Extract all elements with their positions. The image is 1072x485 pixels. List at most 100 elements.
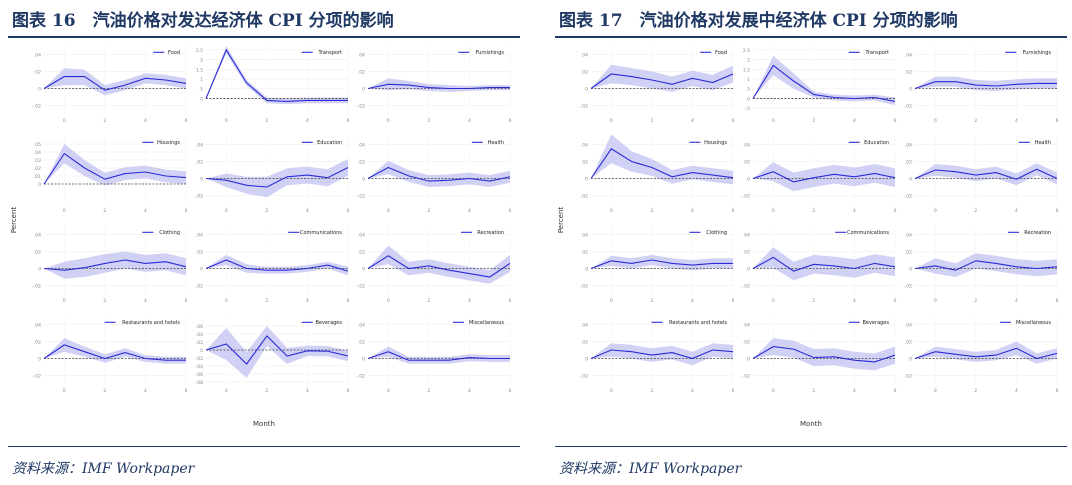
confidence-band [368, 160, 510, 187]
x-tick-label: 0 [387, 388, 390, 394]
y-tick-label: .04 [34, 150, 41, 156]
y-tick-label: .05 [34, 142, 41, 148]
confidence-band [753, 338, 895, 371]
y-tick-label: -.02 [741, 194, 750, 200]
x-tick-label: 2 [427, 208, 430, 214]
y-tick-label: .04 [743, 143, 750, 149]
legend-label: Housings [157, 140, 180, 146]
y-tick-label: 0 [585, 87, 588, 93]
series-line [914, 81, 1057, 90]
x-tick-label: 4 [306, 298, 309, 304]
x-tick-label: 0 [225, 298, 228, 304]
legend-label: Recreation [477, 230, 504, 236]
series-line [752, 64, 896, 102]
y-tick-label: .04 [358, 53, 365, 59]
x-tick-label: 0 [63, 388, 66, 394]
series-line [590, 259, 733, 270]
y-tick-label: -.02 [356, 284, 365, 290]
panel-clothing: .04 .02 0 -.02 0 2 4 6 Clothing [32, 226, 188, 304]
y-tick-label: 0 [38, 357, 41, 363]
series-line [205, 48, 348, 102]
x-tick-label: 4 [853, 208, 856, 214]
legend-label: Health [488, 140, 504, 146]
x-tick-label: 2 [650, 298, 653, 304]
y-tick-label: 1.5 [196, 67, 203, 73]
series-line [205, 259, 349, 272]
y-tick-label: 0 [362, 177, 365, 183]
x-tick-label: 0 [934, 388, 937, 394]
y-tick-label: -.02 [579, 104, 588, 110]
y-tick-label: .02 [743, 160, 750, 166]
x-tick-label: 0 [387, 298, 390, 304]
legend-label: Beverages [315, 320, 342, 326]
x-tick-label: 0 [610, 118, 613, 124]
series-line [43, 344, 186, 361]
x-tick-label: 6 [347, 118, 350, 124]
legend-label: Education [864, 140, 889, 146]
x-tick-label: 6 [509, 388, 512, 394]
confidence-band [44, 68, 186, 96]
panel-furnishings: .04 .02 0 -.02 0 2 4 6 Furnishings [356, 46, 512, 124]
legend-label: Clothing [159, 230, 180, 236]
x-tick-label: 2 [812, 298, 815, 304]
series-line [367, 166, 511, 182]
y-tick-label: -.02 [903, 104, 912, 110]
y-tick-label: -.02 [194, 194, 203, 200]
x-tick-label: 2 [974, 388, 977, 394]
x-tick-label: 2 [265, 388, 268, 394]
series-line [43, 76, 187, 91]
y-tick-label: -.02 [356, 104, 365, 110]
y-tick-label: .02 [581, 70, 588, 76]
x-tick-label: 2 [650, 388, 653, 394]
x-tick-label: 0 [610, 298, 613, 304]
series-line [752, 346, 896, 363]
y-tick-label: .5 [746, 87, 750, 93]
x-tick-label: 4 [306, 118, 309, 124]
confidence-band [206, 326, 348, 378]
x-tick-label: 4 [691, 118, 694, 124]
figure-advanced-economies: 图表 16 汽油价格对发达经济体 CPI 分项的影响 .04 .02 0 -.02 0 2… [0, 0, 525, 485]
x-tick-label: 6 [1056, 388, 1059, 394]
y-tick-label: .02 [743, 250, 750, 256]
x-tick-label: 6 [185, 298, 188, 304]
legend-label: Miscellaneous [469, 320, 504, 326]
y-tick-label: .02 [358, 70, 365, 76]
y-tick-label: 0 [909, 87, 912, 93]
x-tick-label: 0 [934, 118, 937, 124]
y-tick-label: .02 [34, 166, 41, 172]
x-tick-label: 2 [812, 118, 815, 124]
confidence-band [915, 76, 1057, 91]
y-tick-label: -.02 [356, 194, 365, 200]
y-tick-label: .04 [743, 323, 750, 329]
legend-label: Housings [704, 140, 727, 146]
x-tick-label: 4 [468, 388, 471, 394]
x-tick-label: 6 [1056, 118, 1059, 124]
panel-health: .04 .02 0 -.02 0 2 4 6 Health [356, 136, 512, 214]
y-tick-label: .02 [581, 250, 588, 256]
series-line [43, 259, 187, 271]
x-tick-label: 2 [103, 388, 106, 394]
x-tick-label: 2 [103, 208, 106, 214]
x-tick-label: 2 [103, 298, 106, 304]
y-tick-label: .02 [905, 70, 912, 76]
y-tick-label: .02 [34, 250, 41, 256]
y-tick-label: -.02 [903, 374, 912, 380]
confidence-band [753, 247, 895, 281]
y-tick-label: .06 [196, 324, 203, 330]
x-tick-label: 4 [853, 118, 856, 124]
y-tick-label: 0 [585, 357, 588, 363]
y-tick-label: .02 [358, 250, 365, 256]
panel-grid: .04.02 0 -.02 0 2 4 6 Food 2.5 2 1.5 1.5 0 0 2 4 6 Transp… [8, 40, 520, 440]
y-tick-label: 0 [362, 357, 365, 363]
x-tick-label: 4 [468, 298, 471, 304]
x-tick-label: 6 [732, 118, 735, 124]
y-tick-label: .04 [581, 53, 588, 59]
y-tick-label: 0 [747, 357, 750, 363]
legend-label: Furnishings [1023, 50, 1052, 56]
x-tick-label: 6 [509, 208, 512, 214]
figure-title: 图表 16 汽油价格对发达经济体 CPI 分项的影响 [12, 11, 394, 31]
y-tick-label: .02 [196, 160, 203, 166]
legend-label: Food [168, 50, 180, 56]
panel-housings: .04 .02 0 -.02 0 2 4 6 Housings [579, 134, 735, 214]
panel-recreation: .04 .02 0 -.02 0 2 4 6 Recreation [356, 226, 512, 304]
